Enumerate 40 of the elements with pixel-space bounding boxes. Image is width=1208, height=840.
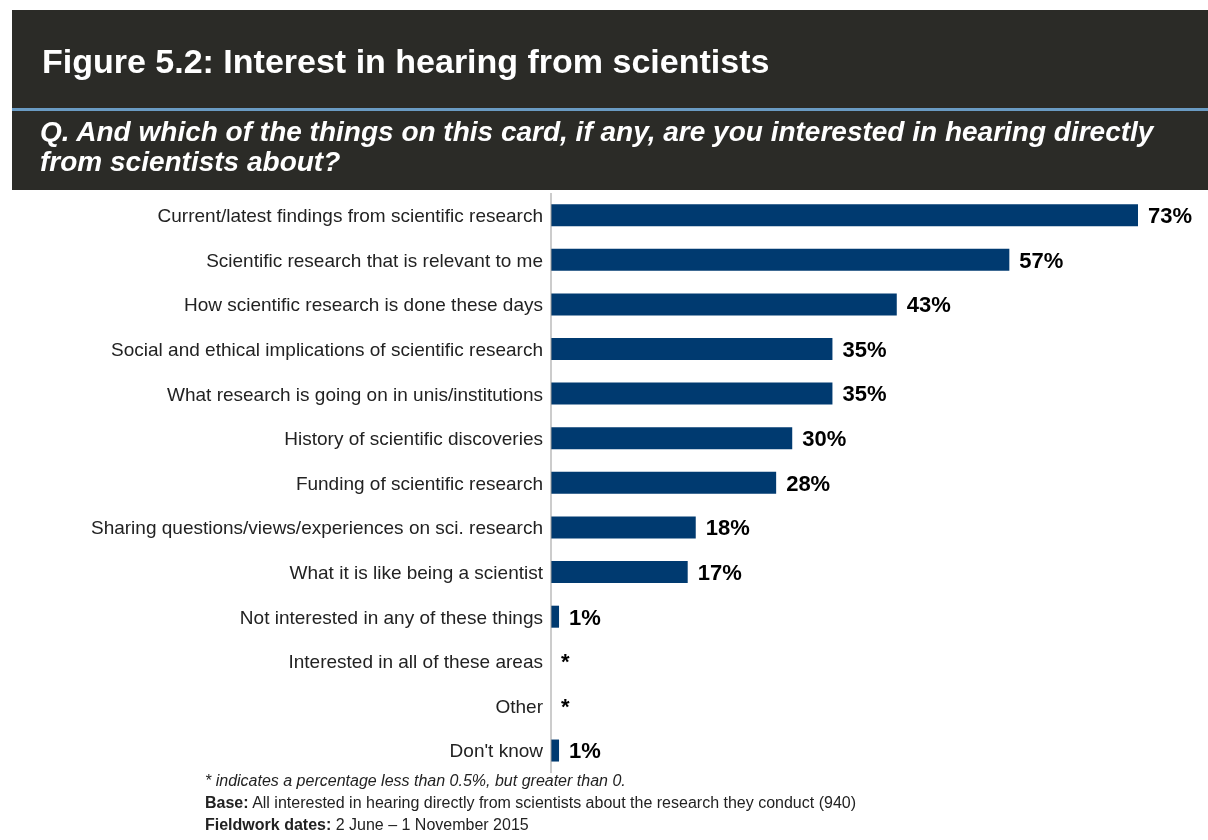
- y-tick-label: Not interested in any of these things: [239, 606, 543, 628]
- text: *: [561, 649, 570, 675]
- text: Fieldwork dates: 2 June – 1 November 2015: [205, 815, 530, 835]
- bar: [551, 204, 1138, 227]
- chart-subtitle: Q. And which of the things on this card, if any, are you interested in hearing directly from scientists about?: [39, 115, 1156, 177]
- bar: [551, 516, 696, 539]
- data-label: 73%: [1148, 203, 1193, 229]
- bar: [551, 427, 793, 450]
- data-label: 43%: [906, 292, 951, 318]
- text: *: [561, 693, 570, 719]
- data-label: 1%: [569, 604, 601, 630]
- data-label: 30%: [802, 426, 847, 452]
- data-label: 28%: [786, 470, 831, 496]
- y-tick-label: What research is going on in unis/institutions: [167, 383, 543, 405]
- y-tick-label: Interested in all of these areas: [288, 651, 543, 673]
- data-label: 57%: [1019, 247, 1064, 273]
- data-label: 1%: [569, 738, 601, 764]
- y-tick-label: Other: [495, 695, 544, 717]
- y-tick-label: Don't know: [449, 740, 544, 762]
- bar: [551, 471, 777, 494]
- data-label: 17%: [697, 559, 742, 585]
- y-tick-label: What it is like being a scientist: [289, 561, 544, 583]
- chart-title: Figure 5.2: Interest in hearing from scientists: [42, 42, 770, 81]
- y-tick-label: Funding of scientific research: [295, 472, 543, 494]
- bar: [551, 248, 1010, 271]
- y-tick-label: History of scientific discoveries: [284, 428, 543, 450]
- annotation: * indicates a percentage less than 0.5%, but greater than 0.: [205, 771, 627, 791]
- y-tick-label: Current/latest findings from scientific research: [157, 205, 543, 227]
- y-tick-label: How scientific research is done these days: [183, 294, 543, 316]
- data-label: 18%: [705, 515, 750, 541]
- bar: [551, 338, 833, 360]
- bar: [551, 382, 833, 405]
- bar: [551, 561, 688, 584]
- y-tick-label: Sharing questions/views/experiences on sci. research: [90, 517, 543, 539]
- bar: [551, 293, 897, 316]
- data-label: 35%: [842, 381, 887, 407]
- y-tick-label: Social and ethical implications of scientific research: [111, 338, 543, 360]
- y-tick-label: Scientific research that is relevant to me: [206, 249, 543, 271]
- data-label: 35%: [842, 336, 887, 362]
- text: Base: All interested in hearing directly from scientists about the research they conduct (940): [205, 793, 856, 813]
